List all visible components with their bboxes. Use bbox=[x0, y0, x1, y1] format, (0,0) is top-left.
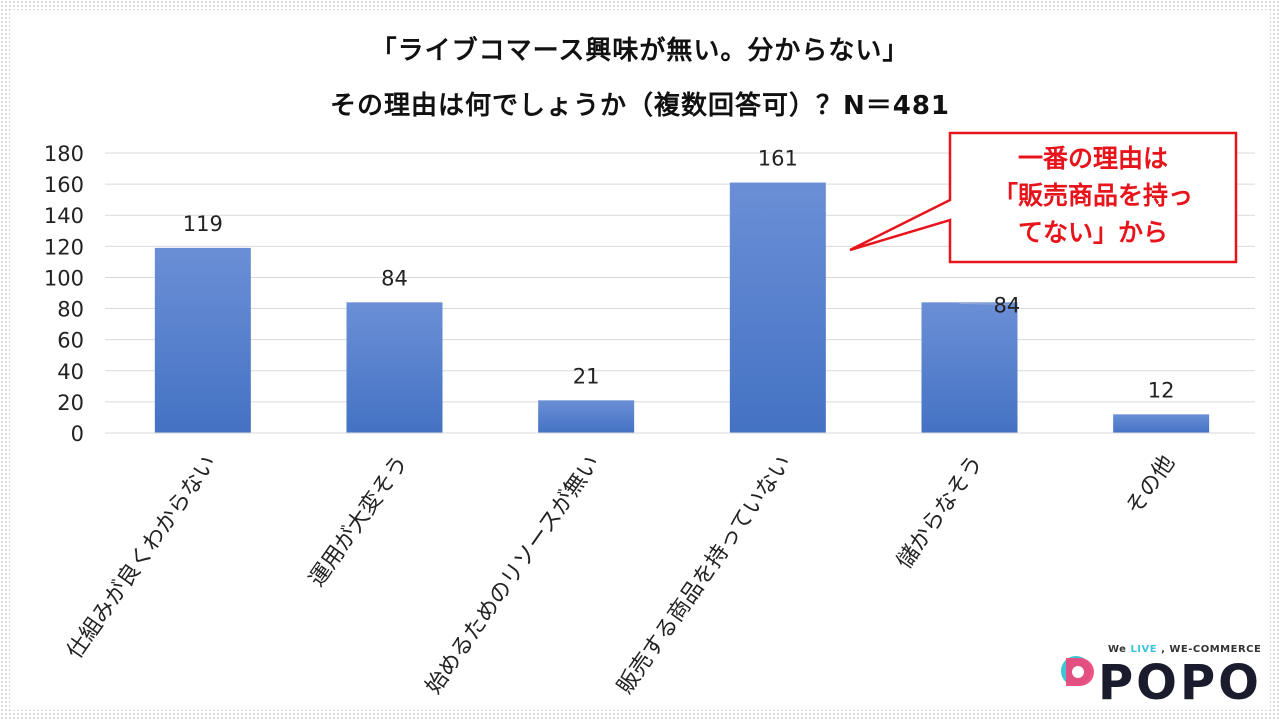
data-label: 21 bbox=[573, 364, 600, 388]
y-tick-label: 20 bbox=[57, 391, 84, 415]
category-label: 始めるためのリソースが無い bbox=[421, 451, 605, 699]
y-tick-label: 140 bbox=[44, 204, 84, 228]
category-label: 儲からなそう bbox=[892, 451, 988, 573]
bar bbox=[729, 182, 826, 433]
callout-box bbox=[849, 131, 1238, 264]
bar bbox=[1113, 414, 1210, 433]
y-tick-label: 180 bbox=[44, 142, 84, 166]
chart-title: 「ライブコマース興味が無い。分からない」 bbox=[370, 36, 910, 66]
y-tick-label: 40 bbox=[57, 360, 84, 384]
logo-tagline: We LIVE , WE-COMMERCE bbox=[1108, 644, 1262, 655]
bar bbox=[154, 247, 251, 433]
category-label: その他 bbox=[1122, 451, 1180, 519]
logo-name: POPO bbox=[1098, 655, 1262, 711]
category-label: 仕組みが良くわからない bbox=[62, 451, 221, 664]
y-tick-label: 60 bbox=[57, 329, 84, 353]
leader-line bbox=[959, 302, 1010, 305]
bar bbox=[921, 302, 1018, 433]
data-label: 119 bbox=[183, 212, 223, 236]
data-label: 161 bbox=[758, 147, 798, 171]
popo-logo: We LIVE , WE-COMMERCE POPO bbox=[1058, 640, 1273, 712]
bar bbox=[538, 400, 635, 433]
logo-mark-icon bbox=[1061, 656, 1094, 700]
category-label: 販売する商品を持っていない bbox=[613, 451, 797, 699]
y-tick-label: 80 bbox=[57, 298, 84, 322]
callout-text: 一番の理由は 「販売商品を持っ てない」から bbox=[992, 144, 1193, 247]
y-tick-label: 100 bbox=[44, 266, 84, 290]
category-label: 運用が大変そう bbox=[305, 451, 414, 592]
data-label: 84 bbox=[994, 293, 1021, 317]
bar bbox=[346, 302, 443, 433]
chart-subtitle: その理由は何でしょうか（複数回答可）？N＝481 bbox=[329, 91, 951, 121]
y-tick-label: 0 bbox=[71, 422, 84, 446]
y-tick-label: 160 bbox=[44, 173, 84, 197]
data-label: 84 bbox=[381, 266, 408, 290]
data-label: 12 bbox=[1148, 378, 1175, 402]
y-tick-label: 120 bbox=[44, 235, 84, 259]
